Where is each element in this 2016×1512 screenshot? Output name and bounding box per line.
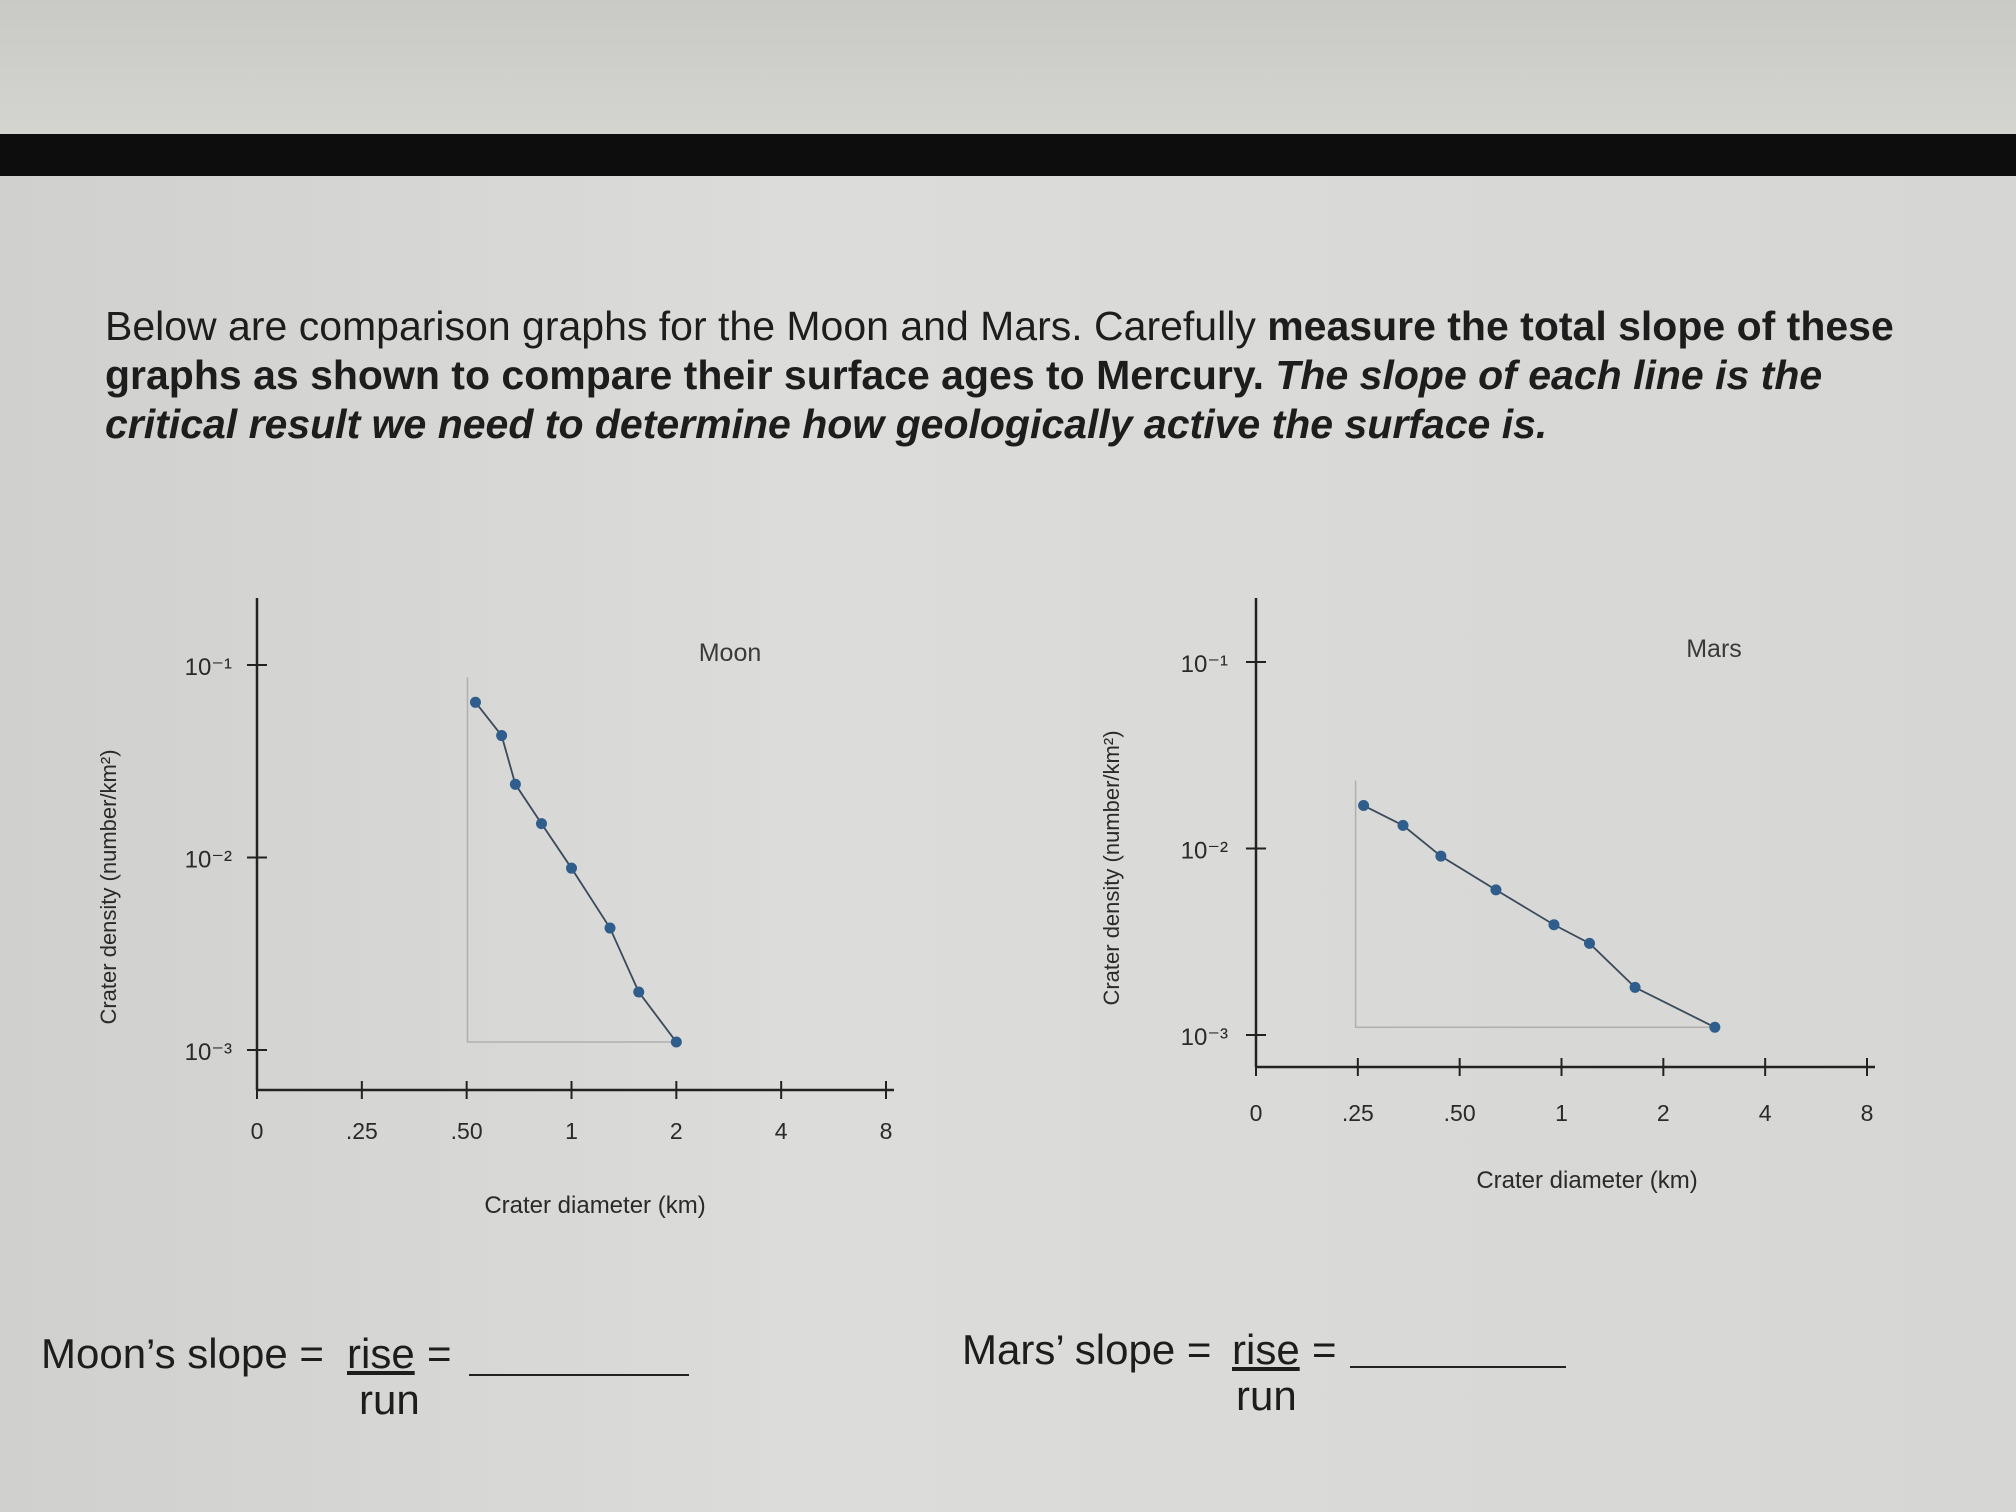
x-tick-label: 4 — [775, 1118, 788, 1144]
data-point — [469, 696, 481, 708]
answer-blank[interactable] — [469, 1374, 689, 1376]
reference-guide — [1354, 780, 1715, 1029]
data-point — [1397, 819, 1409, 831]
x-tick-label: .50 — [451, 1118, 483, 1144]
top-strip — [0, 0, 2016, 136]
data-point — [496, 730, 508, 742]
chart-title: Mars — [1686, 635, 1742, 663]
x-tick-label: 8 — [880, 1118, 893, 1144]
data-point — [1490, 884, 1502, 896]
chart-title: Moon — [699, 639, 762, 667]
data-point — [1435, 850, 1447, 862]
data-line — [1363, 804, 1716, 1029]
y-tick-label: 10⁻¹ — [1181, 651, 1228, 678]
y-tick-label: 10⁻¹ — [185, 654, 232, 681]
data-point — [670, 1036, 682, 1048]
data-line — [474, 701, 678, 1043]
y-tick-label: 10⁻² — [1181, 838, 1228, 865]
data-point — [1709, 1021, 1721, 1033]
x-tick-label: 0 — [251, 1118, 264, 1144]
y-tick-label: 10⁻³ — [1181, 1024, 1228, 1051]
instructions: Below are comparison graphs for the Moon… — [105, 302, 1935, 449]
x-axis-label: Crater diameter (km) — [1476, 1167, 1697, 1194]
x-tick-label: .50 — [1444, 1100, 1476, 1126]
x-axis-label: Crater diameter (km) — [484, 1192, 705, 1219]
x-tick-label: 1 — [565, 1118, 578, 1144]
x-tick-label: 1 — [1555, 1100, 1568, 1126]
x-tick-label: .25 — [346, 1118, 378, 1144]
x-tick-label: 8 — [1861, 1100, 1874, 1126]
x-tick-label: 2 — [670, 1118, 683, 1144]
intro-bold: measure the total slope of these graphs … — [105, 303, 1894, 398]
answer-blank[interactable] — [1350, 1366, 1566, 1368]
prompt-denominator: run — [1236, 1372, 1297, 1419]
prompt-label: Moon’s slope = — [41, 1330, 324, 1377]
reference-guide — [466, 677, 677, 1043]
prompt-equals: = — [1312, 1326, 1337, 1373]
intro-text: Below are comparison graphs for the Moon… — [105, 303, 1268, 349]
data-point — [604, 922, 616, 934]
data-point — [1584, 937, 1596, 949]
prompt-equals: = — [427, 1330, 452, 1377]
data-point — [566, 862, 577, 874]
y-tick-label: 10⁻³ — [185, 1039, 232, 1066]
y-axis-label: Crater density (number/km²) — [96, 749, 121, 1024]
x-tick-label: 2 — [1657, 1100, 1670, 1126]
data-point — [1548, 919, 1560, 931]
data-point — [509, 778, 521, 790]
x-tick-label: 4 — [1759, 1100, 1772, 1126]
y-axis-label: Crater density (number/km²) — [1099, 730, 1124, 1005]
data-point — [633, 986, 645, 998]
intro-bold-italic: The slope of each line is the critical r… — [105, 352, 1823, 447]
x-tick-label: .25 — [1342, 1100, 1374, 1126]
worksheet-page — [0, 176, 2016, 1512]
data-point — [535, 818, 547, 830]
prompt-numerator: rise — [1232, 1326, 1300, 1373]
prompt-denominator: run — [359, 1376, 420, 1423]
data-point — [1629, 981, 1641, 993]
y-tick-label: 10⁻² — [185, 847, 232, 874]
prompt-numerator: rise — [347, 1330, 415, 1377]
x-tick-label: 0 — [1250, 1100, 1263, 1126]
data-point — [1358, 800, 1370, 812]
prompt-label: Mars’ slope = — [962, 1326, 1212, 1373]
header-bar — [0, 134, 2016, 176]
